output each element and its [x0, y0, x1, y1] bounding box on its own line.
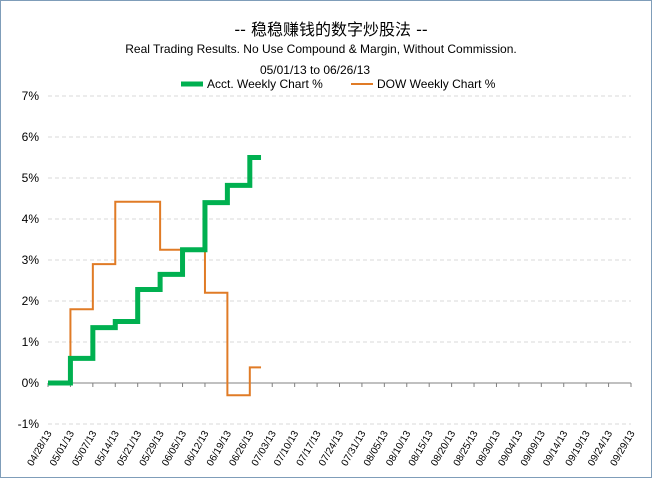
y-tick-label: 5% — [22, 171, 40, 185]
y-tick-label: 2% — [22, 294, 40, 308]
gridlines — [48, 95, 631, 425]
y-tick-label: 3% — [22, 253, 40, 267]
series-line-acct — [48, 155, 262, 386]
legend-label-dow: DOW Weekly Chart % — [377, 77, 496, 91]
y-tick-label: 6% — [22, 130, 40, 144]
y-tick-label: 1% — [22, 335, 40, 349]
legend-label-acct: Acct. Weekly Chart % — [207, 77, 323, 91]
chart-subtitle: Real Trading Results. No Use Compound & … — [125, 42, 517, 56]
y-tick-label: 0% — [22, 376, 40, 390]
series-layer — [48, 155, 262, 397]
y-tick-label: 4% — [22, 212, 40, 226]
chart-title: -- 稳稳赚钱的数字炒股法 -- — [234, 20, 427, 39]
series-line-dow — [48, 200, 262, 397]
y-axis: -1% 0% 1% 2% 3% 4% 5% 6% 7% — [18, 89, 40, 431]
y-tick-label: -1% — [18, 417, 40, 431]
legend: Acct. Weekly Chart % DOW Weekly Chart % — [181, 77, 496, 91]
chart-date-range: 05/01/13 to 06/26/13 — [260, 63, 370, 77]
x-axis: 04/28/1305/01/1305/07/1305/14/1305/21/13… — [26, 382, 638, 468]
y-tick-label: 7% — [22, 89, 40, 103]
